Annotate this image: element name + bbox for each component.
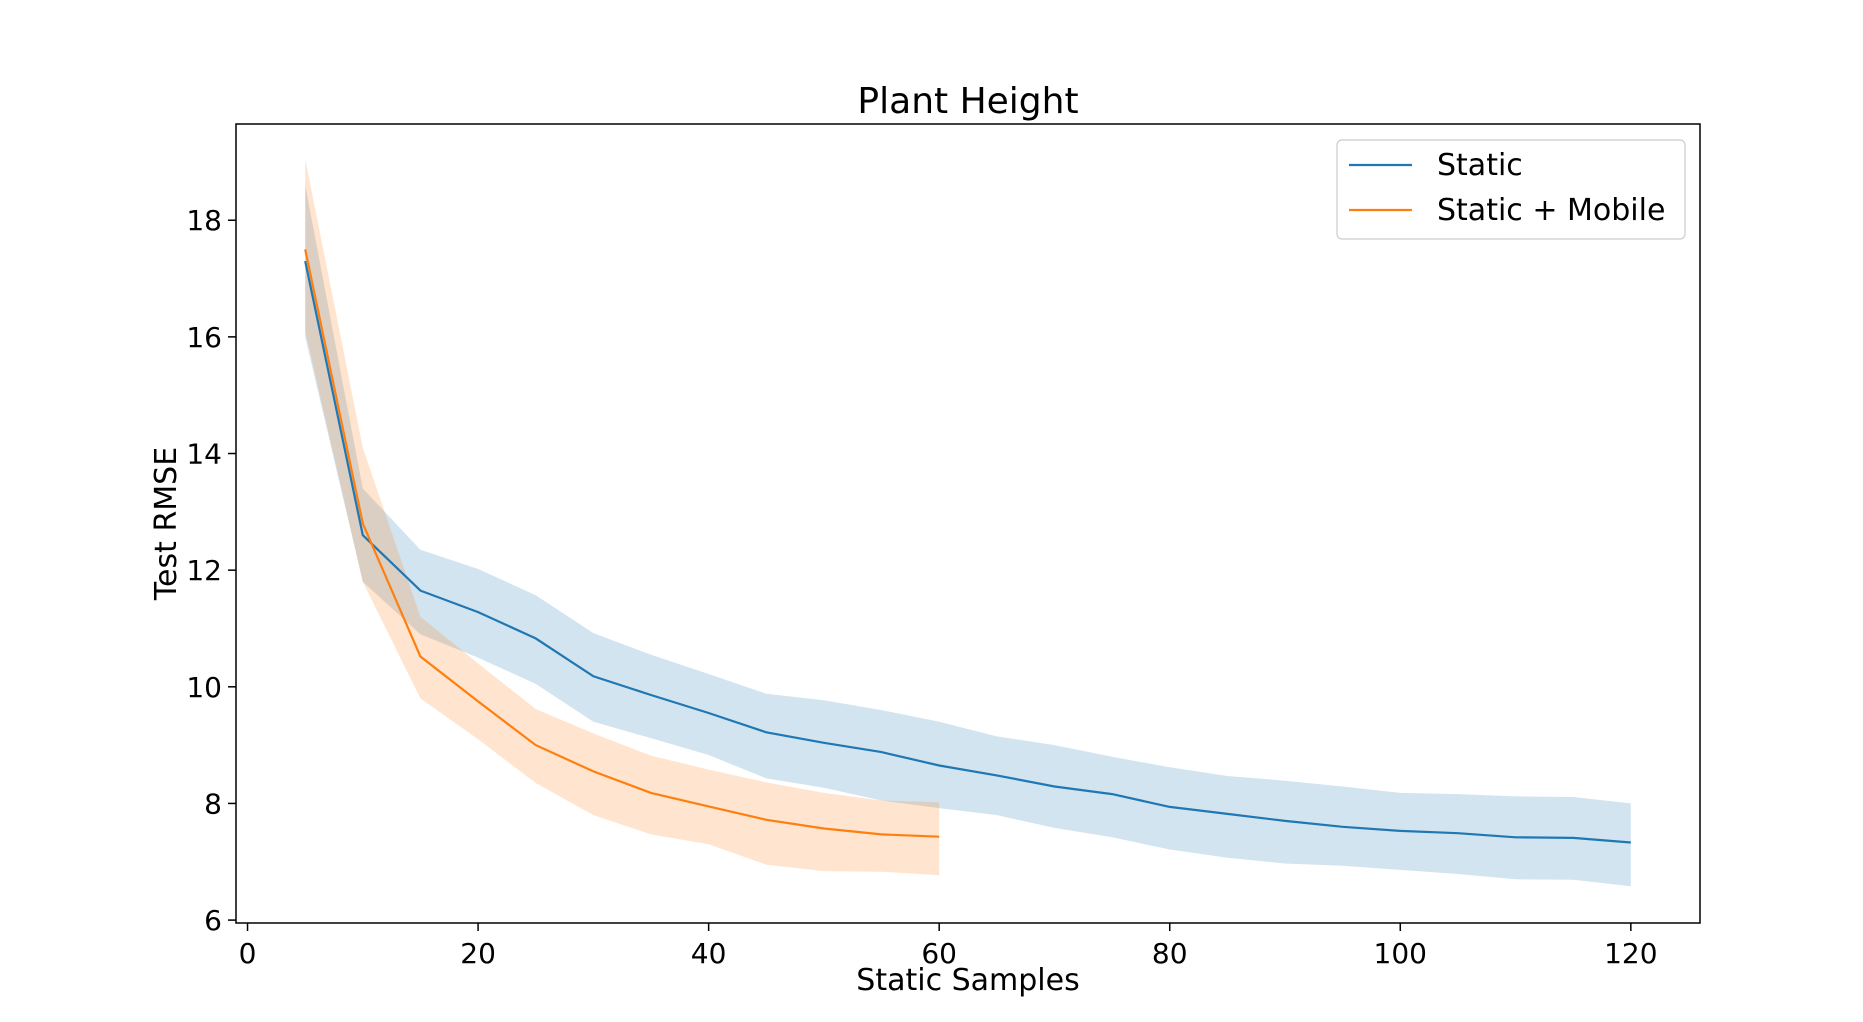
plot-frame [235, 123, 1701, 924]
x-axis-ticks: 0 20 40 60 80 100 120 [239, 923, 1658, 970]
y-tick-label: 10 [186, 671, 222, 704]
band-static-mobile [305, 159, 940, 876]
x-tick-label: 100 [1374, 937, 1427, 970]
y-tick-label: 6 [204, 904, 222, 937]
series-line-static-mobile [304, 249, 940, 838]
y-tick-label: 8 [204, 787, 222, 820]
y-axis-ticks: 6 8 10 12 14 16 18 [186, 204, 236, 937]
x-tick-label: 20 [460, 937, 496, 970]
chart-title: Plant Height [857, 81, 1078, 122]
x-tick-label: 120 [1604, 937, 1657, 970]
y-tick-label: 18 [186, 204, 222, 237]
legend-label-static: Static [1437, 148, 1523, 183]
confidence-bands [305, 159, 1631, 887]
series-lines [304, 249, 1631, 844]
y-tick-label: 16 [186, 321, 222, 354]
band-static [305, 185, 1631, 887]
y-tick-label: 14 [186, 438, 222, 471]
y-tick-label: 12 [186, 554, 222, 587]
x-axis-label: Static Samples [856, 963, 1079, 998]
series-line-static [304, 260, 1631, 844]
legend: Static Static + Mobile [1336, 139, 1686, 240]
legend-box [1336, 139, 1686, 240]
y-axis-label: Test RMSE [149, 447, 184, 601]
x-tick-label: 80 [1152, 937, 1188, 970]
legend-label-static-mobile: Static + Mobile [1437, 193, 1665, 228]
x-tick-label: 40 [691, 937, 727, 970]
x-tick-label: 60 [921, 937, 957, 970]
x-tick-label: 0 [239, 937, 257, 970]
